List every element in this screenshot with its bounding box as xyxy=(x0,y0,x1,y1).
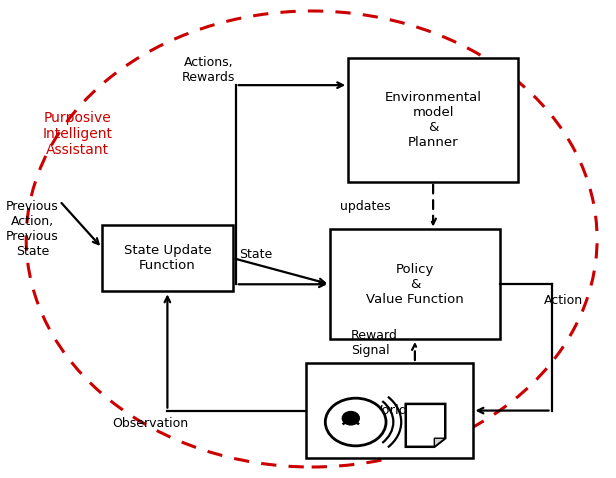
Text: Previous
Action,
Previous
State: Previous Action, Previous State xyxy=(6,200,59,259)
Text: Environmental
model
&
Planner: Environmental model & Planner xyxy=(384,91,482,149)
Text: World: World xyxy=(370,404,408,417)
FancyBboxPatch shape xyxy=(348,58,518,182)
Circle shape xyxy=(342,412,359,425)
Polygon shape xyxy=(434,438,445,447)
FancyBboxPatch shape xyxy=(330,229,500,339)
Text: updates: updates xyxy=(340,200,391,213)
Text: State Update
Function: State Update Function xyxy=(124,244,211,272)
Text: Observation: Observation xyxy=(113,417,188,430)
Text: State: State xyxy=(239,248,272,261)
Text: Reward
Signal: Reward Signal xyxy=(351,329,398,357)
Text: Purposive
Intelligent
Assistant: Purposive Intelligent Assistant xyxy=(43,111,113,157)
Text: Actions,
Rewards: Actions, Rewards xyxy=(182,56,235,84)
Text: Action: Action xyxy=(544,294,583,307)
FancyBboxPatch shape xyxy=(102,225,233,292)
Text: Policy
&
Value Function: Policy & Value Function xyxy=(366,263,464,306)
Polygon shape xyxy=(406,404,445,447)
Circle shape xyxy=(325,398,386,446)
FancyBboxPatch shape xyxy=(306,363,472,458)
